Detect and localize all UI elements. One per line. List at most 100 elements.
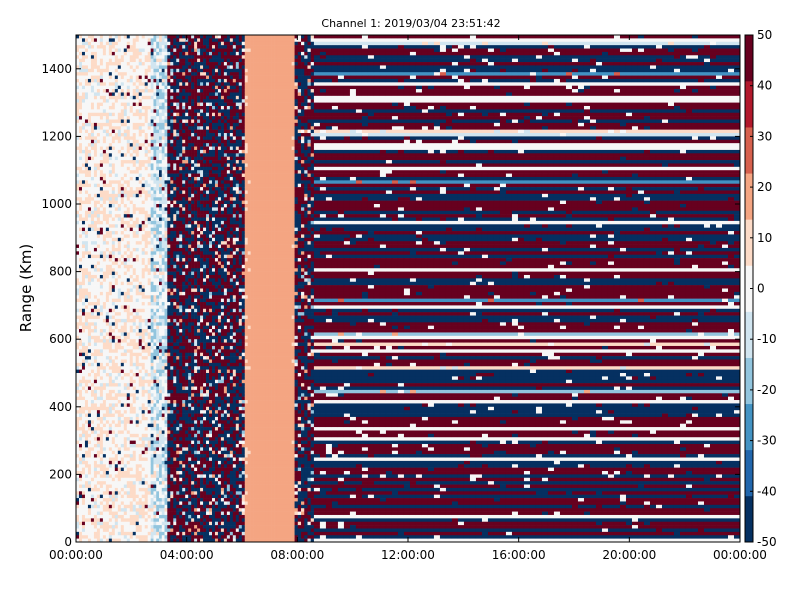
heatmap-cell	[117, 234, 122, 239]
heatmap-cell	[96, 437, 101, 441]
heatmap-cell	[76, 278, 80, 283]
heatmap-cell	[108, 264, 113, 269]
heatmap-cell	[126, 65, 131, 70]
heatmap-cell	[99, 82, 104, 86]
heatmap-cell	[170, 400, 174, 404]
heatmap-cell	[129, 471, 134, 475]
heatmap-cell	[84, 413, 89, 418]
heatmap-cell	[78, 197, 83, 201]
heatmap-cell	[167, 254, 171, 259]
heatmap-cell	[126, 136, 131, 141]
heatmap-cell	[87, 450, 92, 455]
heatmap-cell	[93, 197, 98, 201]
heatmap-cell	[156, 68, 160, 73]
heatmap-cell	[126, 481, 131, 485]
heatmap-cell	[87, 373, 92, 377]
heatmap-cell	[138, 187, 143, 191]
heatmap-cell	[135, 244, 140, 249]
heatmap-cell	[126, 413, 131, 418]
heatmap-cell	[135, 68, 140, 73]
heatmap-cell	[167, 406, 171, 411]
heatmap-cell	[93, 278, 98, 283]
heatmap-cell	[159, 176, 163, 181]
heatmap-cell	[132, 345, 137, 350]
heatmap-cell	[153, 295, 157, 299]
heatmap-cell	[105, 261, 110, 266]
heatmap-cell	[135, 325, 140, 330]
heatmap-cell	[78, 224, 83, 228]
heatmap-cell	[93, 373, 98, 377]
heatmap-cell	[87, 291, 92, 296]
heatmap-cell	[111, 112, 116, 117]
heatmap-cell	[93, 389, 98, 394]
heatmap-cell	[129, 427, 134, 431]
heatmap-cell	[144, 362, 149, 367]
heatmap-cell	[93, 55, 98, 59]
heatmap-cell	[135, 393, 140, 397]
heatmap-cell	[150, 62, 154, 66]
heatmap-cell	[87, 58, 92, 63]
heatmap-cell	[76, 109, 80, 114]
heatmap-cell	[153, 356, 157, 360]
heatmap-cell	[114, 126, 119, 130]
heatmap-cell	[90, 197, 95, 201]
heatmap-cell	[164, 511, 168, 516]
heatmap-cell	[159, 454, 163, 458]
chart-title: Channel 1: 2019/03/04 23:51:42	[321, 17, 500, 30]
heatmap-cell	[138, 366, 143, 370]
heatmap-cell	[167, 45, 171, 49]
heatmap-cell	[76, 295, 80, 299]
heatmap-cell	[147, 430, 151, 435]
heatmap-cell	[141, 318, 146, 323]
heatmap-cell	[90, 220, 95, 225]
heatmap-cell	[150, 173, 154, 178]
heatmap-cell	[150, 288, 154, 293]
heatmap-cell	[84, 227, 89, 232]
heatmap-cell	[102, 187, 107, 191]
heatmap-cell	[138, 72, 143, 76]
heatmap-cell	[81, 362, 86, 367]
heatmap-cell	[173, 78, 177, 83]
heatmap-cell	[164, 237, 168, 242]
heatmap-cell	[161, 271, 165, 276]
heatmap-cell	[114, 494, 119, 499]
heatmap-cell	[123, 102, 128, 107]
heatmap-cell	[161, 288, 165, 293]
heatmap-cell	[153, 193, 157, 198]
heatmap-cell	[120, 518, 125, 523]
heatmap-cell	[117, 139, 122, 144]
heatmap-cell	[111, 406, 116, 411]
heatmap-cell	[87, 345, 92, 350]
heatmap-cell	[135, 281, 140, 286]
heatmap-cell	[161, 153, 165, 157]
heatmap-cell	[153, 99, 157, 103]
heatmap-cell	[170, 180, 174, 185]
heatmap-cell	[123, 58, 128, 63]
heatmap-cell	[102, 396, 107, 401]
heatmap-cell	[159, 281, 163, 286]
heatmap-cell	[164, 339, 168, 343]
heatmap-cell	[144, 62, 149, 66]
heatmap-cell	[120, 481, 125, 485]
heatmap-cell	[96, 389, 101, 394]
heatmap-cell	[156, 278, 160, 283]
heatmap-cell	[156, 35, 160, 39]
heatmap-cell	[164, 379, 168, 384]
heatmap-cell	[156, 295, 160, 299]
heatmap-cell	[108, 291, 113, 296]
heatmap-cell	[135, 274, 140, 279]
heatmap-cell	[108, 227, 113, 232]
heatmap-cell	[156, 38, 160, 43]
heatmap-cell	[138, 133, 143, 137]
heatmap-cell	[93, 342, 98, 347]
heatmap-cell	[111, 247, 116, 252]
heatmap-cell	[167, 329, 171, 333]
heatmap-cell	[173, 112, 177, 117]
heatmap-cell	[90, 35, 95, 39]
heatmap-cell	[114, 244, 119, 249]
heatmap-cell	[129, 153, 134, 157]
heatmap-cell	[153, 254, 157, 259]
heatmap-cell	[84, 484, 89, 489]
heatmap-cell	[102, 386, 107, 391]
heatmap-cell	[159, 139, 163, 144]
